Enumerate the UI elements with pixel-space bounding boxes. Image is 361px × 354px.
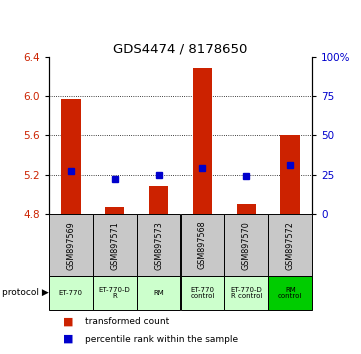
- Text: GSM897573: GSM897573: [154, 221, 163, 269]
- Text: RM
control: RM control: [278, 287, 303, 299]
- Bar: [136, 276, 180, 310]
- Bar: [49, 214, 93, 276]
- Text: ET-770-D
R control: ET-770-D R control: [231, 287, 262, 299]
- Bar: [192, 68, 212, 214]
- Text: GSM897568: GSM897568: [198, 221, 207, 269]
- Bar: [180, 214, 225, 276]
- Text: GSM897571: GSM897571: [110, 221, 119, 269]
- Bar: [105, 207, 125, 214]
- Bar: [268, 214, 312, 276]
- Text: ET-770
control: ET-770 control: [190, 287, 215, 299]
- Bar: [180, 276, 225, 310]
- Bar: [136, 214, 180, 276]
- Bar: [93, 276, 136, 310]
- Text: protocol ▶: protocol ▶: [2, 289, 49, 297]
- Text: GSM897570: GSM897570: [242, 221, 251, 269]
- Bar: [61, 99, 81, 214]
- Text: percentile rank within the sample: percentile rank within the sample: [85, 335, 238, 344]
- Text: ET-770: ET-770: [59, 290, 83, 296]
- Bar: [49, 276, 93, 310]
- Bar: [225, 276, 268, 310]
- Text: GSM897572: GSM897572: [286, 221, 295, 270]
- Bar: [93, 214, 136, 276]
- Bar: [236, 204, 256, 214]
- Text: ET-770-D
R: ET-770-D R: [99, 287, 130, 299]
- Bar: [280, 135, 300, 214]
- Text: ■: ■: [63, 316, 74, 326]
- Bar: [268, 276, 312, 310]
- Text: RM: RM: [153, 290, 164, 296]
- Bar: [225, 214, 268, 276]
- Text: transformed count: transformed count: [85, 317, 169, 326]
- Bar: [149, 185, 169, 214]
- Text: ■: ■: [63, 334, 74, 344]
- Title: GDS4474 / 8178650: GDS4474 / 8178650: [113, 42, 248, 56]
- Text: GSM897569: GSM897569: [66, 221, 75, 269]
